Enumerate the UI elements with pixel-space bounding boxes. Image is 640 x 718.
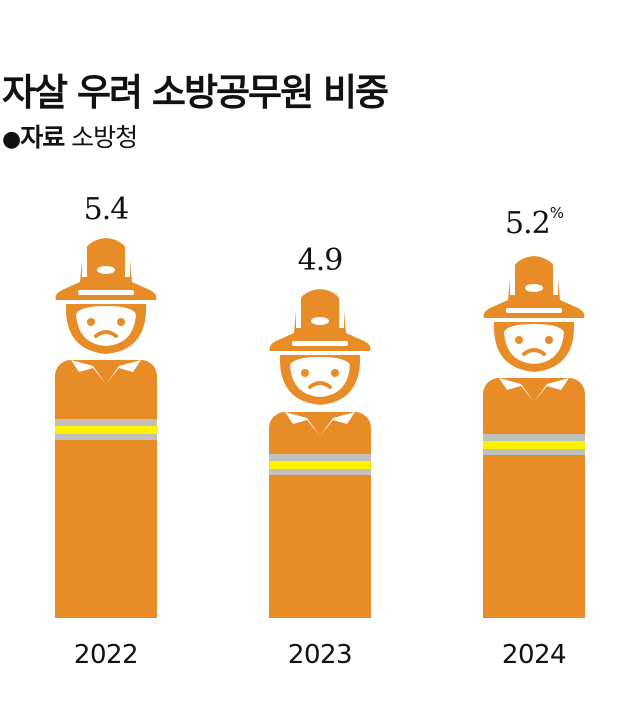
reflective-stripe — [55, 419, 157, 440]
value-label-2022: 5.4 — [83, 192, 130, 227]
year-label-2023: 2023 — [287, 640, 353, 670]
year-label-2024: 2024 — [501, 640, 567, 670]
bar-2023 — [269, 412, 371, 618]
year-label-2022: 2022 — [73, 640, 139, 670]
collar-icon — [285, 412, 355, 436]
bar-2022 — [55, 360, 157, 618]
collar-icon — [499, 378, 569, 402]
firefighter-head-icon — [55, 238, 157, 372]
bullet-icon: ● — [2, 127, 21, 152]
value-label-2024: 5.2% — [505, 204, 564, 241]
source-value: 소방청 — [71, 123, 138, 152]
collar-icon — [71, 360, 141, 384]
reflective-stripe — [483, 434, 585, 455]
reflective-stripe — [269, 454, 371, 475]
value-label-2023: 4.9 — [297, 243, 344, 278]
source-label: 자료 — [20, 123, 65, 152]
source-line: ●자료 소방청 — [2, 118, 138, 154]
chart-title: 자살 우려 소방공무원 비중 — [2, 71, 389, 114]
firefighter-head-icon — [483, 256, 585, 372]
firefighter-head-icon — [269, 289, 371, 405]
bar-2024 — [483, 378, 585, 618]
